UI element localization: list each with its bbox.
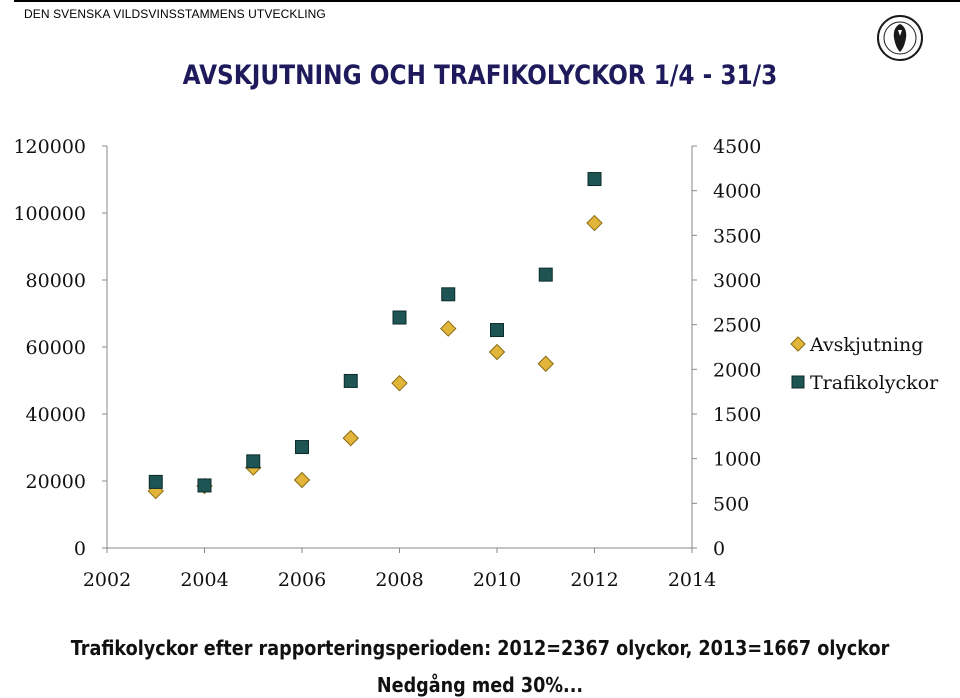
right-tick-label: 2500	[713, 315, 761, 337]
legend-label: Avskjutning	[809, 334, 923, 356]
trafikolyckor-point	[490, 323, 504, 338]
chart-axes	[106, 146, 693, 549]
x-tick-label: 2014	[668, 569, 716, 591]
trafikolyckor-point	[587, 172, 602, 187]
left-tick-label: 40000	[26, 404, 86, 426]
right-tick-label: 3000	[713, 270, 761, 292]
right-tick-label: 0	[713, 538, 725, 560]
organization-name: DEN SVENSKA VILDSVINSSTAMMENS UTVECKLING	[24, 7, 326, 21]
x-tick-label: 2010	[473, 569, 521, 591]
legend-diamond-icon	[790, 336, 806, 352]
right-tick-label: 4500	[713, 136, 761, 158]
x-tick-label: 2002	[83, 569, 131, 591]
legend: Avskjutning Trafikolyckor	[790, 334, 939, 394]
legend-label: Trafikolyckor	[810, 372, 939, 394]
right-tick-label: 1000	[713, 449, 761, 471]
trafikolyckor-point	[295, 440, 309, 455]
boar-emblem-icon	[877, 15, 923, 61]
avskjutning-point	[440, 320, 457, 337]
trafikolyckor-point	[441, 287, 456, 302]
right-tick-label: 1500	[713, 404, 761, 426]
right-tick-label: 3500	[713, 225, 761, 247]
left-tick-label: 60000	[26, 337, 86, 359]
trafikolyckor-point	[538, 267, 553, 282]
right-axis-ticks: 0 500 1000 1500 2000 2500 3000 3500 4000 4500	[692, 136, 761, 560]
legend-square-icon	[791, 375, 805, 389]
left-tick-label: 0	[74, 538, 86, 560]
x-tick-label: 2008	[375, 569, 423, 591]
trafikolyckor-point	[246, 454, 261, 469]
footnote-decrease: Nedgång med 30%...	[376, 673, 584, 697]
footnote-accidents: Trafikolyckor efter rapporteringsperiode…	[70, 636, 890, 660]
left-tick-label: 100000	[13, 203, 86, 225]
left-axis-ticks: 0 20000 40000 60000 80000 100000 120000	[13, 136, 107, 560]
x-tick-label: 2006	[278, 569, 326, 591]
x-tick-label: 2004	[180, 569, 228, 591]
avskjutning-point	[391, 374, 408, 392]
trafikolyckor-point	[392, 310, 407, 325]
chart-title: AVSKJUTNING OCH TRAFIKOLYCKOR 1/4 - 31/3	[182, 60, 778, 91]
avskjutning-point	[293, 471, 311, 489]
right-tick-label: 2000	[713, 359, 761, 381]
right-tick-label: 500	[713, 493, 749, 515]
left-tick-label: 20000	[26, 471, 86, 493]
trafikolyckor-point	[343, 373, 358, 388]
right-tick-label: 4000	[713, 181, 761, 203]
x-axis-ticks: 2002 2004 2006 2008 2010 2012 2014	[83, 548, 716, 591]
trafikolyckor-point	[148, 474, 163, 489]
avskjutning-point	[537, 355, 554, 372]
left-tick-label: 120000	[13, 136, 86, 158]
trafikolyckor-point	[197, 478, 212, 493]
avskjutning-point	[586, 214, 603, 232]
data-marks	[147, 172, 603, 500]
avskjutning-point	[488, 343, 506, 361]
x-tick-label: 2012	[570, 569, 618, 591]
avskjutning-point	[342, 429, 359, 447]
header-rule	[14, 0, 960, 2]
left-tick-label: 80000	[26, 270, 86, 292]
